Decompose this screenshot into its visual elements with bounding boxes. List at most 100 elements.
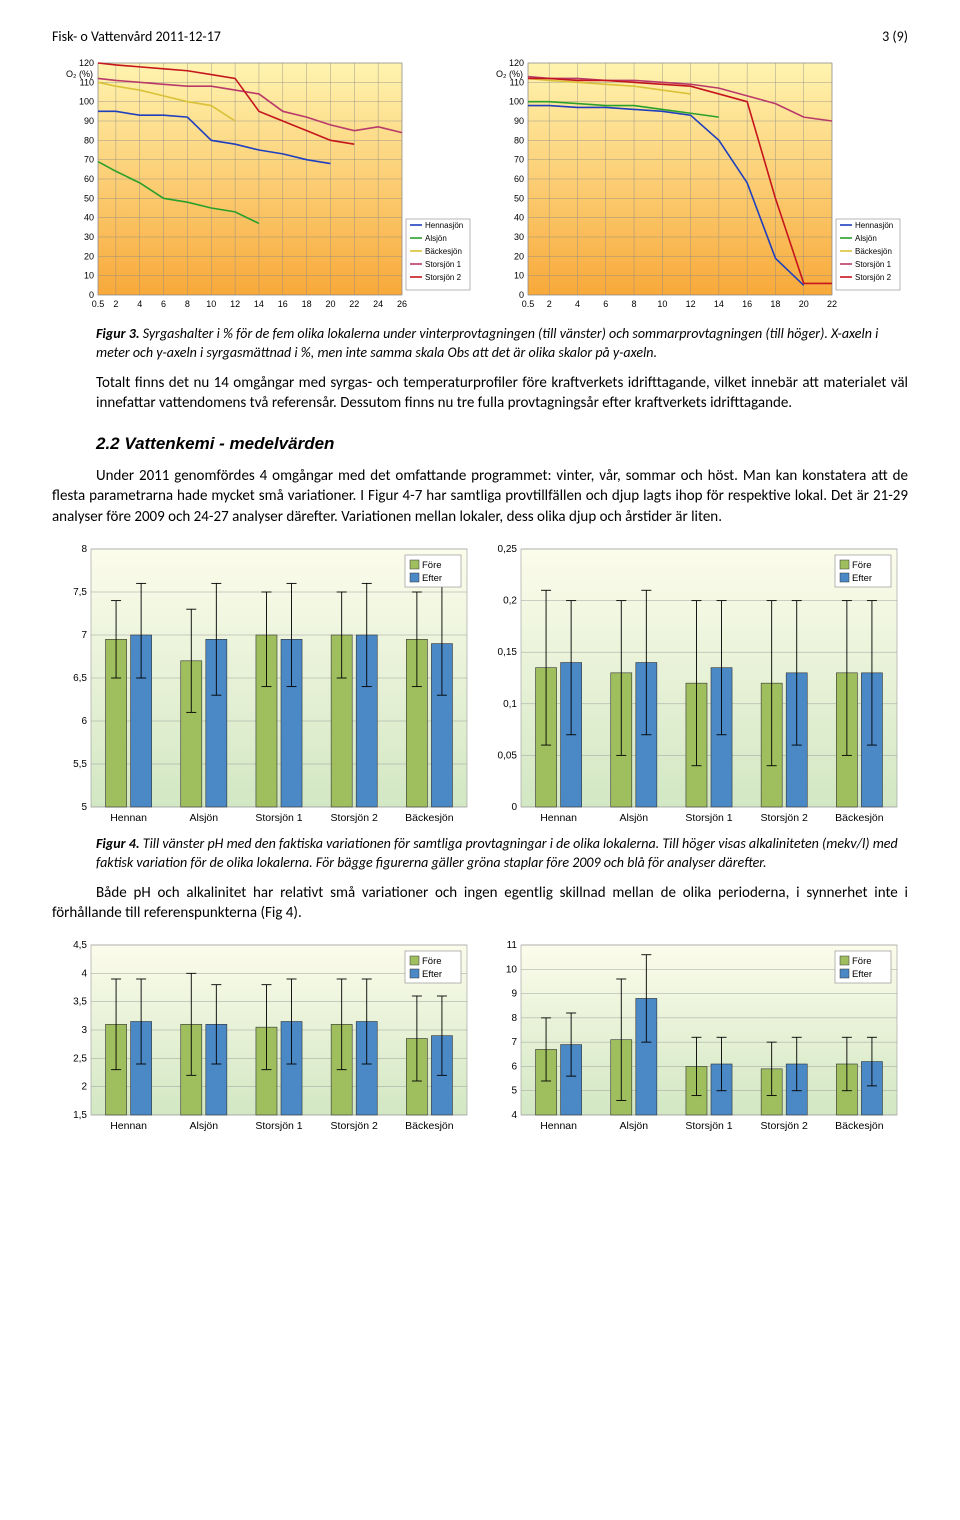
svg-text:Före: Före bbox=[852, 956, 872, 967]
svg-text:4: 4 bbox=[575, 299, 580, 309]
svg-text:Alsjön: Alsjön bbox=[425, 234, 447, 243]
alkalinity-bar-chart: 00,050,10,150,20,25HennanAlsjönStorsjön … bbox=[485, 541, 905, 829]
svg-text:6: 6 bbox=[511, 1062, 517, 1073]
svg-text:120: 120 bbox=[79, 58, 94, 68]
svg-text:Storsjön 1: Storsjön 1 bbox=[855, 260, 892, 269]
svg-text:8: 8 bbox=[511, 1013, 517, 1024]
svg-text:50: 50 bbox=[84, 193, 94, 203]
oxygen-chart-winter: 01020304050607080901001101200.5246810121… bbox=[56, 55, 474, 317]
svg-text:Storsjön 2: Storsjön 2 bbox=[331, 812, 378, 824]
svg-text:2,5: 2,5 bbox=[73, 1053, 87, 1064]
svg-text:4: 4 bbox=[137, 299, 142, 309]
svg-text:Efter: Efter bbox=[852, 573, 872, 584]
figure-4-charts: 55,566,577,58HennanAlsjönStorsjön 1Stors… bbox=[52, 541, 908, 829]
svg-text:40: 40 bbox=[514, 213, 524, 223]
svg-text:90: 90 bbox=[514, 116, 524, 126]
svg-text:Storsjön 1: Storsjön 1 bbox=[255, 1120, 302, 1132]
svg-text:5: 5 bbox=[81, 802, 87, 813]
svg-text:0.5: 0.5 bbox=[522, 299, 535, 309]
paragraph-2-2: Under 2011 genomfördes 4 omgångar med de… bbox=[52, 466, 908, 527]
svg-text:Storsjön 2: Storsjön 2 bbox=[425, 273, 462, 282]
svg-text:Bäckesjön: Bäckesjön bbox=[835, 1120, 884, 1132]
svg-text:22: 22 bbox=[827, 299, 837, 309]
svg-text:14: 14 bbox=[714, 299, 724, 309]
svg-text:18: 18 bbox=[302, 299, 312, 309]
svg-text:Alsjön: Alsjön bbox=[189, 1120, 218, 1132]
svg-text:Alsjön: Alsjön bbox=[855, 234, 877, 243]
svg-text:Hennasjön: Hennasjön bbox=[855, 221, 893, 230]
svg-text:6: 6 bbox=[161, 299, 166, 309]
svg-text:6,5: 6,5 bbox=[73, 673, 87, 684]
svg-text:12: 12 bbox=[230, 299, 240, 309]
svg-text:30: 30 bbox=[514, 232, 524, 242]
figure-4-label: Figur 4. bbox=[96, 835, 140, 852]
svg-text:Storsjön 1: Storsjön 1 bbox=[255, 812, 302, 824]
paragraph-after-fig3: Totalt finns det nu 14 omgångar med syrg… bbox=[96, 373, 908, 414]
figure-5-charts: 1,522,533,544,5HennanAlsjönStorsjön 1Sto… bbox=[52, 937, 908, 1137]
svg-text:10: 10 bbox=[657, 299, 667, 309]
section-2-2-heading: 2.2 Vattenkemi - medelvärden bbox=[96, 433, 908, 456]
svg-text:Före: Före bbox=[852, 560, 872, 571]
svg-text:0,05: 0,05 bbox=[498, 750, 518, 761]
svg-text:Alsjön: Alsjön bbox=[619, 1120, 648, 1132]
svg-text:Storsjön 2: Storsjön 2 bbox=[855, 273, 892, 282]
svg-text:Bäckesjön: Bäckesjön bbox=[405, 1120, 454, 1132]
svg-text:0.5: 0.5 bbox=[92, 299, 105, 309]
svg-text:20: 20 bbox=[799, 299, 809, 309]
svg-text:4,5: 4,5 bbox=[73, 940, 87, 951]
figure-4-text: Till vänster pH med den faktiska variati… bbox=[96, 835, 898, 871]
svg-text:7: 7 bbox=[511, 1037, 517, 1048]
figure-3-text: Syrgashalter i % för de fem olika lokale… bbox=[96, 325, 878, 361]
oxygen-chart-summer: 01020304050607080901001101200.5246810121… bbox=[486, 55, 904, 317]
svg-text:Hennan: Hennan bbox=[540, 1120, 577, 1132]
svg-text:5,5: 5,5 bbox=[73, 759, 87, 770]
svg-text:1,5: 1,5 bbox=[73, 1110, 87, 1121]
svg-text:Efter: Efter bbox=[422, 573, 442, 584]
svg-text:8: 8 bbox=[185, 299, 190, 309]
svg-text:0,25: 0,25 bbox=[498, 544, 518, 555]
header-left: Fisk- o Vattenvård 2011-12-17 bbox=[52, 28, 221, 47]
svg-text:0: 0 bbox=[511, 802, 517, 813]
figure-3-label: Figur 3. bbox=[96, 325, 140, 342]
svg-text:80: 80 bbox=[84, 135, 94, 145]
svg-text:90: 90 bbox=[84, 116, 94, 126]
svg-text:50: 50 bbox=[514, 193, 524, 203]
svg-text:10: 10 bbox=[506, 964, 518, 975]
svg-text:4: 4 bbox=[81, 968, 87, 979]
figure-3-caption: Figur 3. Syrgashalter i % för de fem oli… bbox=[96, 325, 908, 363]
svg-text:22: 22 bbox=[349, 299, 359, 309]
svg-text:0,2: 0,2 bbox=[503, 595, 517, 606]
svg-text:3: 3 bbox=[81, 1025, 87, 1036]
svg-text:8: 8 bbox=[81, 544, 87, 555]
svg-text:7: 7 bbox=[81, 630, 87, 641]
svg-text:Hennan: Hennan bbox=[110, 1120, 147, 1132]
svg-text:0,15: 0,15 bbox=[498, 647, 518, 658]
svg-text:16: 16 bbox=[742, 299, 752, 309]
svg-text:Efter: Efter bbox=[852, 969, 872, 980]
figure-3-charts: 01020304050607080901001101200.5246810121… bbox=[52, 55, 908, 317]
paragraph-after-fig4: Både pH och alkalinitet har relativt små… bbox=[52, 883, 908, 924]
ph-bar-chart: 55,566,577,58HennanAlsjönStorsjön 1Stors… bbox=[55, 541, 475, 829]
svg-text:10: 10 bbox=[206, 299, 216, 309]
svg-text:10: 10 bbox=[84, 271, 94, 281]
header-right: 3 (9) bbox=[882, 28, 908, 47]
svg-text:2: 2 bbox=[547, 299, 552, 309]
svg-text:Alsjön: Alsjön bbox=[619, 812, 648, 824]
svg-text:70: 70 bbox=[514, 155, 524, 165]
svg-text:Storsjön 1: Storsjön 1 bbox=[425, 260, 462, 269]
svg-text:12: 12 bbox=[686, 299, 696, 309]
svg-text:Bäckesjön: Bäckesjön bbox=[405, 812, 454, 824]
svg-text:6: 6 bbox=[603, 299, 608, 309]
svg-text:9: 9 bbox=[511, 989, 517, 1000]
svg-text:0,1: 0,1 bbox=[503, 699, 517, 710]
metric-bar-chart-right: 4567891011HennanAlsjönStorsjön 1Storsjön… bbox=[485, 937, 905, 1137]
svg-text:Hennasjön: Hennasjön bbox=[425, 221, 463, 230]
svg-text:120: 120 bbox=[509, 58, 524, 68]
svg-text:Hennan: Hennan bbox=[110, 812, 147, 824]
svg-text:3,5: 3,5 bbox=[73, 997, 87, 1008]
svg-text:O₂ (%): O₂ (%) bbox=[496, 69, 523, 79]
svg-text:4: 4 bbox=[511, 1110, 517, 1121]
svg-text:Alsjön: Alsjön bbox=[189, 812, 218, 824]
svg-text:2: 2 bbox=[113, 299, 118, 309]
svg-text:Bäckesjön: Bäckesjön bbox=[855, 247, 892, 256]
